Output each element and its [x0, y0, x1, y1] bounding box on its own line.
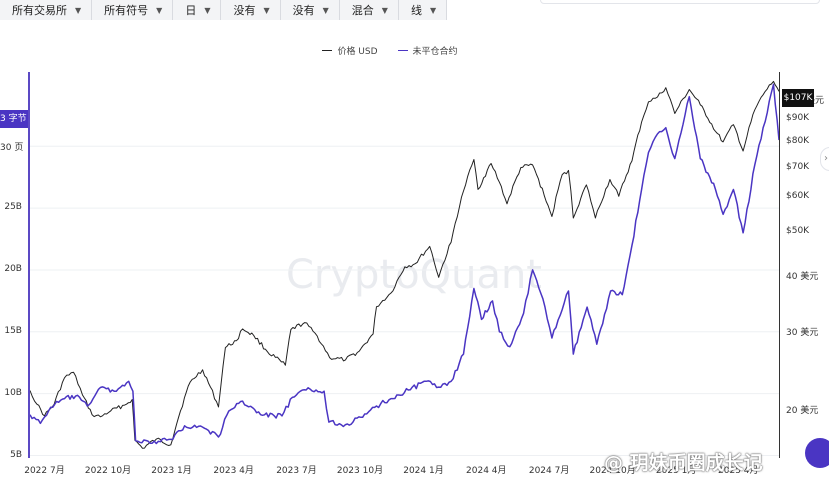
right-axis-line [779, 72, 780, 458]
moving-average-dropdown-label: 没有 [233, 4, 256, 17]
corner-badge [805, 438, 829, 468]
exchange-dropdown[interactable]: 所有交易所 ▼ [0, 0, 93, 20]
left-axis-line [28, 72, 30, 458]
caret-down-icon: ▼ [322, 5, 329, 15]
right-axis-tick-label: 20 美元 [786, 405, 819, 416]
legend-item-price[interactable]: 价格 USD [322, 44, 378, 57]
caret-down-icon: ▼ [263, 5, 270, 15]
x-axis-tick-label: 2023 4月 [213, 466, 254, 476]
x-axis-tick-label: 2023 7月 [276, 466, 317, 476]
chart-legend: 价格 USD 未平仓合约 [0, 44, 780, 57]
watermark-credit: @ 玥妹币圈成长记 [604, 448, 763, 475]
scale-dropdown[interactable]: 混合 ▼ [339, 0, 399, 20]
right-axis-tick-label: $60K [786, 191, 810, 202]
legend-label-open-interest: 未平仓合约 [412, 47, 458, 57]
legend-label-price: 价格 USD [337, 47, 378, 57]
moving-average-dropdown[interactable]: 没有 ▼ [221, 0, 281, 20]
left-axis-tick-label: 5B [10, 449, 22, 460]
scale-dropdown-label: 混合 [351, 4, 374, 17]
caret-down-icon: ▼ [75, 5, 82, 15]
credit-text: @ 玥妹币圈成长记 [604, 452, 763, 474]
watermark-logo: CryptoQuant [286, 252, 542, 298]
x-axis-tick-label: 2023 1月 [151, 466, 192, 476]
symbol-dropdown[interactable]: 所有符号 ▼ [92, 0, 174, 20]
interval-dropdown-label: 日 [185, 4, 197, 17]
x-axis-tick-label: 2024 1月 [403, 466, 444, 476]
x-axis-tick-label: 2025 1月 [655, 466, 697, 476]
right-axis-tick-label: 30 美元 [786, 327, 819, 338]
caret-down-icon: ▼ [204, 5, 211, 15]
x-axis-tick-label: 2022 7月 [24, 466, 65, 476]
indicator-dropdown[interactable]: 没有 ▼ [280, 0, 340, 20]
left-axis-tick-label: 15B [4, 325, 22, 336]
x-axis-tick-label: 2025 4月 [718, 466, 759, 476]
right-axis-tick-label: 40 美元 [786, 272, 819, 283]
legend-swatch-price [322, 49, 333, 52]
exchange-dropdown-label: 所有交易所 [12, 4, 67, 17]
caret-down-icon: ▼ [156, 5, 163, 15]
legend-item-open-interest[interactable]: 未平仓合约 [397, 44, 458, 57]
left-axis-tick-label: 10B [4, 387, 22, 398]
x-axis-tick-label: 2023 10月 [336, 466, 384, 476]
right-axis-tick-label: $90K [786, 113, 810, 124]
legend-swatch-open-interest [397, 49, 408, 52]
series-line-open-interest [29, 83, 780, 445]
chart-type-dropdown[interactable]: 线 ▼ [398, 0, 448, 20]
left-axis-tick-label: 20B [4, 263, 22, 274]
caret-down-icon: ▼ [429, 5, 437, 15]
chevron-right-icon[interactable]: › [820, 147, 829, 171]
interval-dropdown[interactable]: 日 ▼ [173, 0, 222, 20]
right-axis-tick-label: $50K [786, 226, 810, 237]
caret-down-icon: ▼ [381, 5, 388, 15]
x-axis-tick-label: 2024 10月 [589, 466, 636, 476]
left-axis-tick-label: 30 页 [0, 143, 24, 154]
chart-type-dropdown-label: 线 [410, 4, 422, 17]
right-axis-tick-label: $70K [786, 161, 810, 172]
toolbar: 所有交易所 ▼ 所有符号 ▼ 日 ▼ 没有 ▼ 没有 ▼ 混合 ▼ 线 ▼ [0, 0, 448, 22]
x-axis-tick-label: 2024 7月 [528, 466, 570, 476]
x-axis-tick-label: 2024 4月 [466, 466, 507, 476]
left-axis-value-tag: 3 字节 [0, 110, 28, 128]
symbol-dropdown-label: 所有符号 [104, 4, 149, 17]
right-axis-tick-label: $80K [786, 135, 810, 146]
indicator-dropdown-label: 没有 [292, 4, 315, 17]
price-value-tag: $107K [782, 89, 814, 107]
left-axis-tick-label: 25B [4, 202, 22, 213]
x-axis-tick-label: 2022 10月 [84, 466, 132, 476]
